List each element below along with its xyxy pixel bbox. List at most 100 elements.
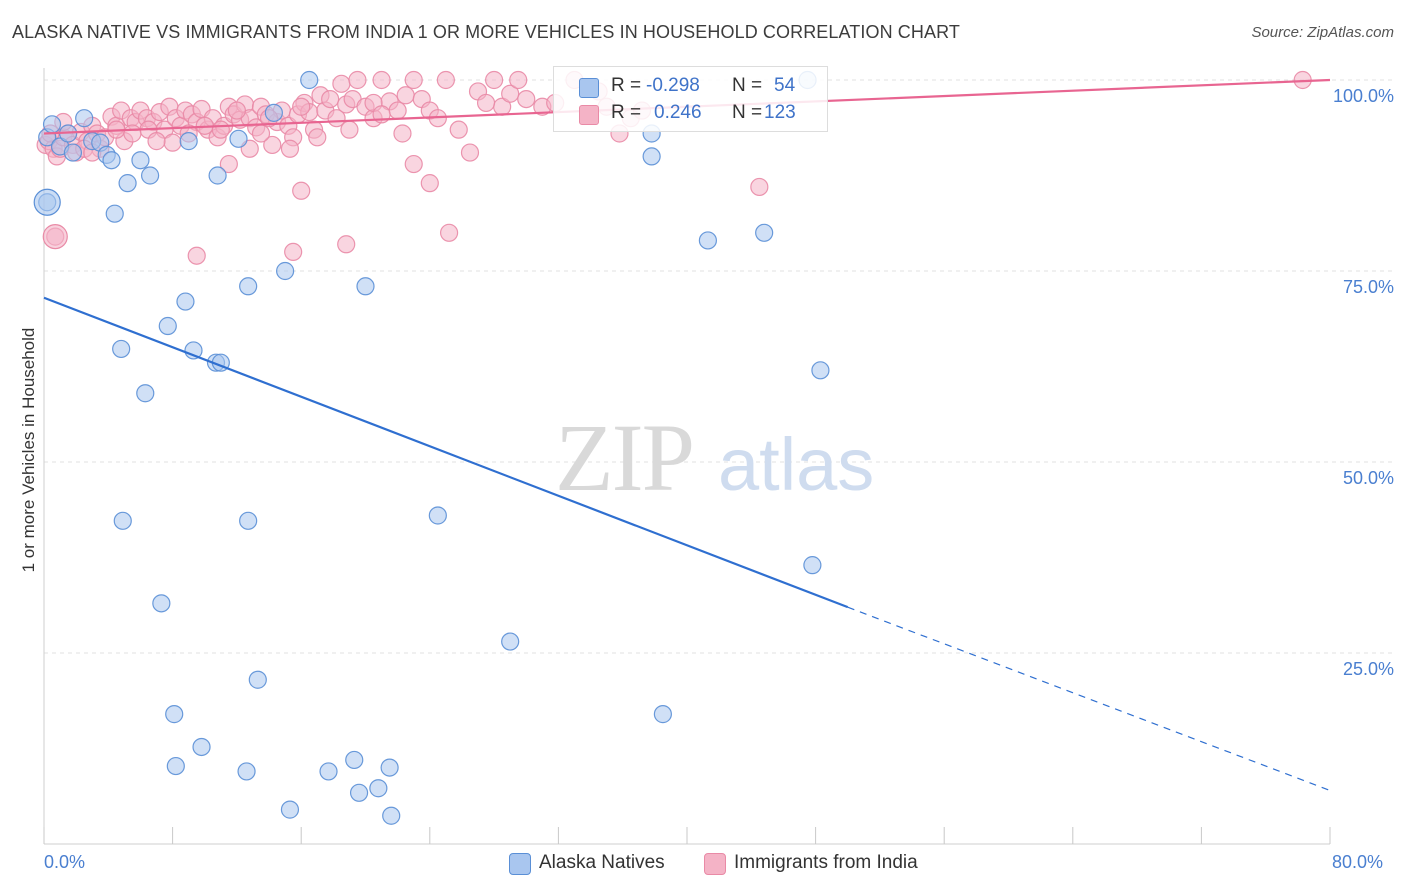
india-point [372,70,391,90]
legend-n-value: 123 [764,102,796,123]
india-point [750,177,769,197]
alaska-point [165,705,184,724]
india-point [337,235,356,254]
watermark: ZIP atlas [555,404,874,511]
alaska-point [642,147,661,166]
alaska-point [140,166,160,185]
india-point [439,223,459,242]
india-point [332,74,351,93]
alaska-point [112,339,131,359]
legend-r-value: 0.246 [654,102,702,123]
alaska-point [345,750,364,770]
alaska-point [105,204,124,223]
alaska-point [239,277,258,296]
alaska-point [428,506,447,525]
pink-series-points [36,70,1312,265]
y-tick-label: 100.0% [1332,86,1394,106]
legend-swatch-immigrants-india [704,853,726,875]
india-point [227,101,246,120]
legend-swatch-alaska-natives [509,853,531,875]
alaska-point [179,132,198,151]
alaska-point [356,277,375,296]
alaska-point [239,511,258,530]
axes [43,68,1331,845]
india-point [321,89,340,109]
alaska-point [166,756,185,776]
source-credit: Source: ZipAtlas.com [1251,24,1394,41]
alaska-point [803,556,822,575]
alaska-point [229,129,248,148]
india-point [348,70,367,90]
india-point [280,139,300,158]
legend-swatch-india [579,105,599,125]
alaska-point [158,316,177,336]
alaska-point [349,783,369,802]
alaska-point [380,758,399,777]
legend-row-india: R = 0.246 N = 123 [554,101,827,127]
alaska-point [75,109,94,128]
alaska-point [264,103,283,122]
india-point [388,101,407,120]
legend-n-label: N = [732,102,763,123]
legend-row-alaska: R = -0.298 N = 54 [554,74,827,100]
india-point [501,84,520,103]
india-point [460,143,480,162]
alaska-trendline [43,296,849,609]
gridlines [44,79,1392,654]
watermark-zip: ZIP [555,404,693,511]
india-point [219,154,238,174]
india-point [404,154,423,174]
alaska-point [319,762,338,781]
alaska-point [113,511,132,530]
alaska-point [755,223,774,242]
alaska-point [698,231,717,250]
alaska-point [136,384,155,403]
y-axis-label-wrap: 1 or more Vehicles in Household [16,300,42,600]
india-point-large [42,224,68,250]
alaska-point [63,143,83,162]
india-point [163,133,182,152]
legend-swatch-alaska [579,78,599,98]
legend-label-immigrants-india: Immigrants from India [734,852,918,873]
alaska-point [501,632,520,651]
india-point [393,124,412,143]
india-point [404,70,423,90]
alaska-point [102,151,121,170]
india-point [517,89,536,109]
legend-n-value: 54 [774,75,796,96]
watermark-atlas: atlas [718,423,874,506]
correlation-legend: R = -0.298 N = 54 R = 0.246 N = 123 [553,66,828,132]
india-point [187,246,206,265]
india-point [147,132,166,151]
india-point [251,124,271,143]
alaska-point [118,174,137,193]
x-tick-label-max: 80.0% [1332,852,1384,872]
alaska-point [382,806,401,825]
india-point [509,70,528,90]
series-legend: Alaska Natives Immigrants from India [0,851,1406,877]
alaska-point [208,166,227,185]
india-point [284,242,303,261]
india-point [308,128,327,147]
alaska-point-large [33,188,61,216]
india-point [485,70,504,90]
india-point [420,174,439,193]
alaska-point [276,261,295,281]
india-point [436,70,455,90]
alaska-point [369,779,388,798]
alaska-point [811,361,830,380]
india-point [449,120,468,139]
x-tick-label-min: 0.0% [44,852,86,872]
india-point [292,97,311,116]
y-tick-label: 50.0% [1342,468,1394,488]
alaska-point [248,670,267,689]
legend-label-alaska-natives: Alaska Natives [539,852,665,873]
alaska-point [42,115,62,134]
alaska-point [237,762,256,781]
legend-r-label: R = [611,102,642,123]
y-axis-label: 1 or more Vehicles in Household [19,327,38,573]
legend-r-value: -0.298 [646,75,700,96]
alaska-point [176,292,195,311]
legend-n-label: N = [732,75,763,96]
